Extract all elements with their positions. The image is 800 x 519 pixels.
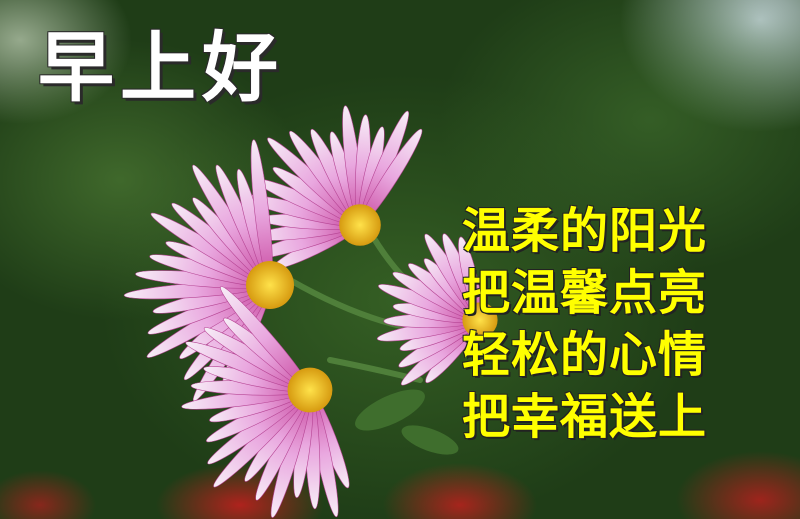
chrysanthemum-left — [123, 139, 294, 402]
chrysanthemum-top — [239, 105, 423, 270]
greeting-title: 早上好 — [38, 23, 284, 112]
poem-line: 温柔的阳光 — [462, 203, 708, 259]
leaves — [355, 389, 459, 455]
poem-line: 把幸福送上 — [462, 389, 708, 445]
poem-line: 把温馨点亮 — [462, 265, 708, 321]
flower-center — [339, 204, 381, 246]
poem-lines: 温柔的阳光 把温馨点亮 轻松的心情 把幸福送上 — [462, 200, 707, 448]
flower-center — [462, 302, 498, 338]
chrysanthemum-right — [376, 233, 498, 386]
chrysanthemum-bottom — [181, 286, 350, 518]
flower-center — [246, 261, 294, 309]
flower-center — [287, 367, 333, 413]
poem-line: 轻松的心情 — [462, 327, 708, 383]
